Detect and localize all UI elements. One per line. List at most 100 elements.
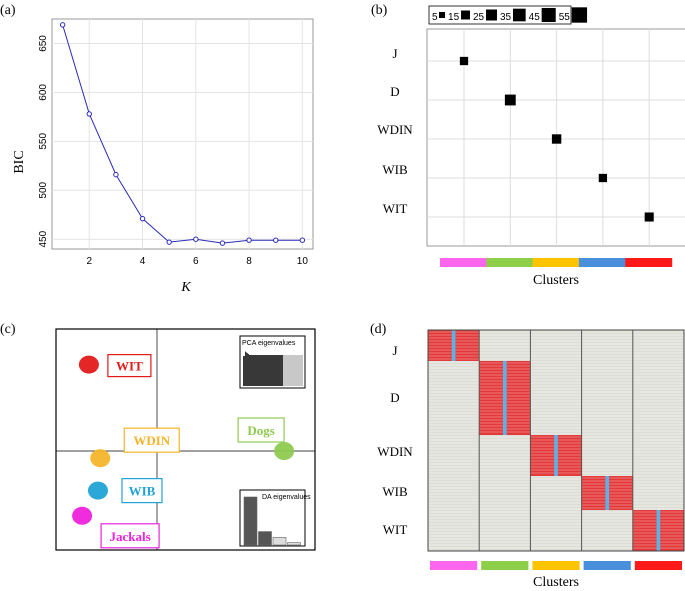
panel-b-row-label: D xyxy=(390,84,399,99)
bic-point xyxy=(86,111,92,117)
pca-bar xyxy=(251,355,252,386)
panel-d-cluster-bar xyxy=(532,561,580,570)
pca-eigenvalue-bars xyxy=(243,351,303,386)
panel-a-ticks: 2 4 6 8 10 450 500 550 600 650 xyxy=(38,35,308,267)
size-legend-square xyxy=(541,7,556,23)
bic-point xyxy=(113,171,119,178)
pca-bar xyxy=(261,355,262,386)
panel-b-cluster-bars xyxy=(440,258,673,267)
group-jackals-label: Jackals xyxy=(110,529,151,544)
panel-a-ytick-label: 600 xyxy=(38,84,49,101)
panel-d-row-label: J xyxy=(392,343,397,358)
panel-a-ytick-label: 450 xyxy=(38,230,49,247)
group-wdin-label-box xyxy=(123,427,180,453)
panel-a-xtick-label: 8 xyxy=(246,256,252,267)
pca-bar xyxy=(254,355,255,386)
panel-b-row-label: J xyxy=(392,46,397,61)
bic-point xyxy=(139,215,146,222)
panel-b-point xyxy=(504,94,516,106)
panel-d-frame xyxy=(427,329,685,552)
panel-d-row-label: WIB xyxy=(382,484,408,499)
size-legend-square xyxy=(485,9,497,21)
group-wdin-label: WDIN xyxy=(133,433,170,448)
pca-bar xyxy=(265,355,266,386)
panel-a-xtick-label: 6 xyxy=(193,256,199,267)
panel-d-row-labels: J D WDIN WIB WIT xyxy=(377,343,413,537)
panel-d-row-label: D xyxy=(390,390,399,405)
panel-a-ytick-label: 500 xyxy=(38,181,49,198)
bic-point xyxy=(273,237,279,243)
da-bar xyxy=(272,537,287,546)
panel-b-row-label: WIB xyxy=(382,162,408,177)
size-legend-square xyxy=(512,8,526,22)
pca-bar xyxy=(278,355,279,386)
pca-bar xyxy=(243,356,244,386)
size-legend-square xyxy=(439,11,446,19)
pca-bar xyxy=(249,355,250,386)
pca-bar xyxy=(276,355,277,386)
group-jackals-label-box xyxy=(100,523,160,549)
pca-bar xyxy=(256,355,257,386)
pca-bar xyxy=(271,355,272,386)
panel-a-gridlines xyxy=(52,19,313,249)
panel-d-row-label: WIT xyxy=(383,522,408,537)
pca-bar xyxy=(250,355,251,386)
panel-b-cluster-bar xyxy=(578,258,626,267)
panel-b-row-labels: J D WDIN WIB WIT xyxy=(377,46,413,216)
pca-bar xyxy=(247,353,248,386)
size-legend-label: 45 xyxy=(529,12,541,23)
pca-bar xyxy=(277,355,278,386)
pca-bar xyxy=(275,355,276,386)
panel-b-cluster-bar xyxy=(625,258,673,267)
size-legend xyxy=(428,5,572,25)
size-legend-square xyxy=(571,7,588,23)
pca-bar xyxy=(246,352,247,386)
panel-a-xtick-label: 10 xyxy=(297,256,309,267)
group-wdin-cloud xyxy=(90,449,111,468)
group-dogs-label-box xyxy=(237,417,285,443)
pca-bar xyxy=(282,355,283,386)
panel-b-row-label: WDIN xyxy=(377,122,413,137)
bic-point xyxy=(246,237,252,243)
heatmap-block-marker xyxy=(554,435,558,476)
panel-a-ytick-label: 650 xyxy=(38,35,49,52)
size-legend-label: 55 xyxy=(559,12,571,23)
size-legend-label: 35 xyxy=(500,12,512,23)
pca-bar xyxy=(258,355,259,386)
panel-d-cluster-bars xyxy=(430,561,682,570)
heatmap-block-marker xyxy=(605,476,609,510)
pca-bar xyxy=(253,355,254,386)
group-dogs-label: Dogs xyxy=(247,423,274,438)
panel-a-frame xyxy=(51,18,314,250)
group-wit-cloud xyxy=(78,355,99,374)
pca-bar xyxy=(262,355,263,386)
panel-b-points xyxy=(459,56,654,222)
heatmap-block-marker xyxy=(503,361,507,435)
bic-point xyxy=(299,237,306,243)
da-eigenvalue-bars xyxy=(243,496,301,546)
size-legend-label: 5 xyxy=(432,12,438,23)
panel-d-row-label: WDIN xyxy=(377,444,413,459)
size-legend-label: 15 xyxy=(448,12,460,23)
pca-bar xyxy=(263,355,264,386)
pca-bar xyxy=(279,355,280,386)
heatmap-block-marker xyxy=(451,330,456,361)
pca-bar xyxy=(270,355,271,386)
panel-a-ylabel: BIC xyxy=(12,150,27,173)
group-wib-label-box xyxy=(121,478,163,504)
bic-point xyxy=(219,240,226,246)
panel-d-cluster-bar xyxy=(481,561,529,570)
panel-d-cluster-bar xyxy=(430,561,478,570)
panel-a-xtick-label: 4 xyxy=(140,256,146,267)
panel-c-groups: WIT WDIN WIB Jackals Dogs xyxy=(72,354,295,549)
group-jackals-cloud xyxy=(72,506,93,525)
da-bar xyxy=(258,531,272,546)
panel-b-label: (b) xyxy=(371,3,388,18)
pca-bar-unretained xyxy=(283,355,303,386)
size-legend-entries: 5 15 25 35 45 55 xyxy=(432,7,588,23)
group-wib-cloud xyxy=(87,481,108,500)
pca-bar xyxy=(268,355,269,386)
pca-bar xyxy=(264,355,265,386)
heatmap-block-marker xyxy=(656,510,661,551)
